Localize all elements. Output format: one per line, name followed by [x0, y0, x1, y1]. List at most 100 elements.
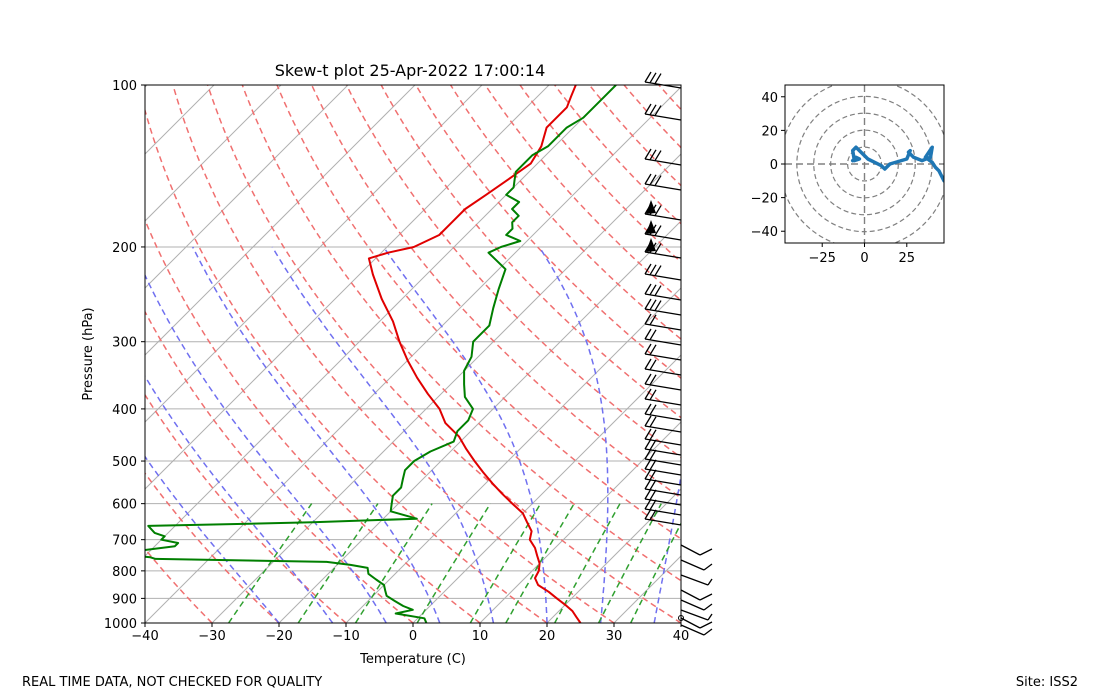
mixing-ratio-line — [416, 503, 492, 623]
isotherm-line — [145, 86, 681, 623]
mixing-ratio-line — [297, 503, 379, 623]
dry-adiabat — [415, 85, 681, 380]
wind-barb — [644, 103, 682, 121]
isotherm-line — [145, 85, 282, 222]
wind-barb — [680, 617, 713, 629]
moist-adiabat — [145, 273, 387, 623]
hodo-y-tick-label: −20 — [751, 192, 778, 207]
dry-adiabat — [206, 85, 681, 623]
y-tick-label: 600 — [112, 498, 137, 513]
hodograph-panel: −25 0 25 40 20 0 −20 −40 — [751, 84, 945, 266]
isotherm-line — [479, 421, 681, 623]
wind-barb — [644, 200, 682, 221]
isotherm-line — [278, 220, 681, 623]
hodograph-axes: −25 0 25 40 20 0 −20 −40 — [751, 91, 915, 266]
hodo-x-tick-label: 0 — [860, 251, 868, 266]
skewt-panel: −40 −30 −20 −10 0 10 20 30 40 100 200 300 400 500 600 7… — [0, 71, 713, 667]
dry-adiabat — [145, 547, 213, 623]
wind-barb — [644, 283, 682, 301]
isotherm-line — [546, 488, 681, 623]
isotherm-line — [412, 354, 681, 623]
x-axis-label: Temperature (C) — [359, 652, 466, 667]
isotherm-line — [0, 85, 80, 623]
y-tick-label: 400 — [112, 403, 137, 418]
dry-adiabat — [380, 85, 681, 419]
x-tick-label: 20 — [539, 629, 556, 644]
isotherm-line — [145, 85, 416, 356]
dry-adiabat — [519, 85, 681, 263]
wind-barb — [644, 373, 682, 391]
y-tick-label: 700 — [112, 534, 137, 549]
dry-adiabat — [145, 218, 481, 623]
hodograph-wind-trace — [850, 145, 944, 183]
skewt-axes: −40 −30 −20 −10 0 10 20 30 40 100 200 300 400 500 600 7… — [104, 79, 689, 644]
hodo-y-tick-label: 20 — [761, 124, 778, 139]
isotherm-line — [345, 287, 681, 623]
isotherm-line — [145, 85, 349, 289]
hodo-y-tick-label: 40 — [761, 91, 778, 106]
dry-adiabat — [145, 107, 548, 623]
wind-barb — [680, 559, 713, 571]
y-tick-label: 100 — [112, 79, 137, 94]
dry-adiabat — [554, 85, 681, 225]
wind-barb — [644, 343, 682, 361]
wind-barb — [644, 148, 682, 166]
wind-barb — [644, 313, 682, 331]
hodo-x-tick-label: 25 — [899, 251, 916, 266]
hodo-y-tick-label: 0 — [770, 158, 778, 173]
dry-adiabat — [172, 85, 615, 623]
wind-barb — [644, 328, 682, 346]
dry-adiabat — [311, 85, 681, 499]
wind-barb — [644, 358, 682, 376]
hodo-y-tick-label: −40 — [751, 225, 778, 240]
moist-adiabat — [271, 246, 495, 623]
moist-adiabat — [145, 374, 334, 623]
x-tick-label: −10 — [332, 629, 359, 644]
y-tick-label: 800 — [112, 565, 137, 580]
dewpoint-profile — [145, 85, 617, 623]
x-tick-label: 30 — [606, 629, 623, 644]
wind-barb — [680, 609, 713, 621]
wind-barb — [680, 574, 713, 586]
wind-barb — [680, 544, 713, 556]
x-tick-label: 10 — [472, 629, 489, 644]
wind-barb — [644, 263, 682, 281]
calm-wind-marker — [678, 615, 684, 621]
skewt-profiles — [145, 85, 617, 623]
x-tick-label: 40 — [673, 629, 690, 644]
x-tick-label: 0 — [409, 629, 417, 644]
isotherm-line — [211, 153, 681, 623]
y-tick-label: 1000 — [104, 617, 137, 632]
wind-barb — [644, 71, 682, 89]
x-tick-label: −30 — [198, 629, 225, 644]
wind-barb — [644, 415, 682, 433]
wind-barb — [644, 220, 682, 241]
mixing-ratio-line — [354, 503, 433, 623]
wind-barb — [644, 173, 682, 191]
y-tick-label: 200 — [112, 241, 137, 256]
isotherm-line — [145, 85, 215, 155]
wind-barb — [644, 508, 682, 526]
wind-barb — [644, 388, 682, 406]
y-axis-label: Pressure (hPa) — [81, 307, 96, 400]
wind-barb — [644, 403, 682, 421]
temperature-profile — [367, 85, 582, 623]
wind-barb — [680, 624, 713, 636]
x-tick-label: −20 — [265, 629, 292, 644]
isotherm-line — [0, 85, 13, 623]
y-tick-label: 900 — [112, 592, 137, 607]
chart-title: Skew-t plot 25-Apr-2022 17:00:14 — [275, 61, 546, 80]
dry-adiabat — [276, 85, 681, 540]
hodograph-ring — [813, 112, 916, 216]
isotherm-line — [145, 85, 483, 423]
dry-adiabat — [145, 472, 280, 623]
hodograph-trace — [850, 145, 944, 183]
mixing-ratio-line — [469, 503, 542, 623]
wind-barb — [644, 298, 682, 316]
dry-adiabat — [241, 85, 681, 582]
isotherm-line — [145, 85, 550, 490]
wind-barb — [680, 589, 713, 601]
wind-barbs — [644, 71, 713, 636]
hodo-x-tick-label: −25 — [808, 251, 835, 266]
